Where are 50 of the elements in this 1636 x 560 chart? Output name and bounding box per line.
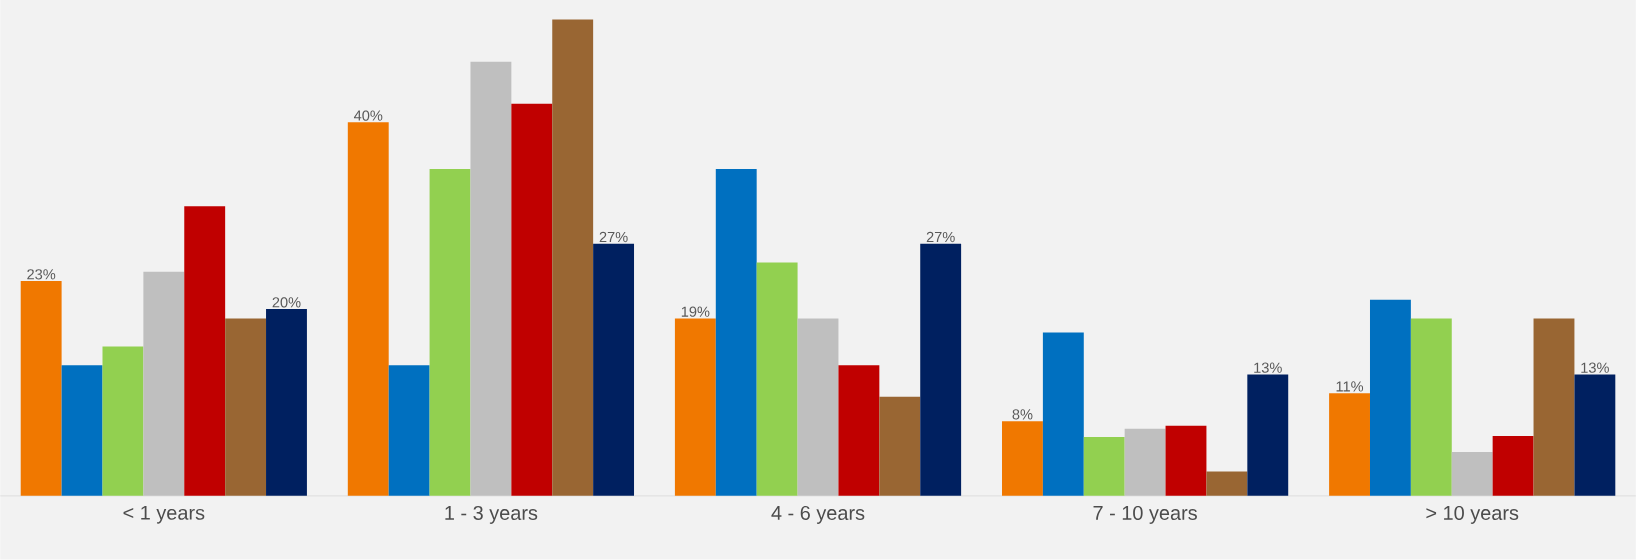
bar [143,271,185,496]
bar [511,103,553,496]
bar [1206,471,1248,496]
bar [552,19,594,496]
bar [1369,299,1411,496]
bar [388,365,430,496]
bar [674,318,716,496]
bar [347,122,389,496]
data-label: 13% [1254,362,1282,373]
bar [470,61,512,496]
data-label: 8% [1012,409,1033,420]
bar [1124,428,1166,496]
bar [1083,437,1125,496]
data-label: 23% [27,269,56,280]
x-tick-label: 4 - 6 years [771,505,865,524]
bar [1492,436,1534,496]
bar [1042,332,1084,496]
bar [429,169,471,496]
bar [61,365,103,496]
data-label: 20% [272,297,301,308]
data-label: 13% [1581,362,1609,373]
bar [1165,425,1207,496]
bar [1002,421,1043,496]
data-label: 11% [1336,381,1364,392]
bar [1247,374,1289,496]
bar [20,281,62,496]
bar [102,346,144,496]
bar [715,169,757,496]
bar [1410,318,1452,496]
data-label: 19% [681,306,710,317]
x-tick-label: 7 - 10 years [1093,505,1197,524]
x-tick-label: < 1 years [123,505,205,524]
bar [266,309,307,496]
bar [797,318,839,496]
x-tick-label: 1 - 3 years [445,505,538,524]
bar [838,365,880,496]
bar [225,318,267,496]
bar [1574,374,1616,496]
x-tick-label: > 10 years [1426,505,1519,524]
bar [1533,318,1575,496]
data-label: 27% [599,231,628,243]
bar [184,206,226,496]
data-label: 27% [926,231,955,243]
bar [1451,452,1493,496]
bar [1329,393,1370,496]
data-label: 40% [353,110,383,121]
bar [593,243,635,496]
bar [920,243,962,496]
bar [879,396,921,496]
bar [756,262,798,496]
